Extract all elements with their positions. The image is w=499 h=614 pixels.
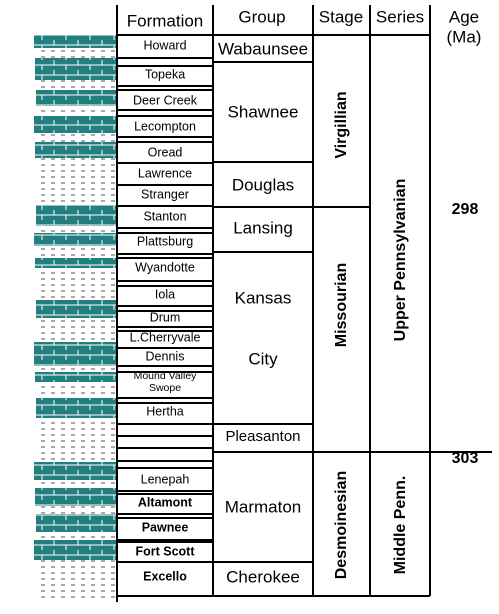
labels: Formation Group Stage Series Age(Ma) Howard To…: [127, 7, 482, 586]
formation-label: Excello: [143, 569, 187, 583]
group-label: Wabaunsee: [218, 39, 308, 58]
formation-label: Fort Scott: [135, 544, 195, 558]
limestone-bed: [34, 462, 116, 480]
formation-label: Topeka: [145, 67, 185, 81]
formation-label: L.Cherryvale: [130, 330, 201, 344]
limestone-bed: [36, 205, 116, 226]
limestone-bed: [34, 116, 116, 133]
formation-label: Plattsburg: [137, 234, 193, 248]
limestone-bed: [35, 142, 116, 158]
group-label: Marmaton: [225, 497, 302, 516]
age-label: 303: [452, 450, 479, 467]
limestone-bed: [36, 90, 116, 106]
group-label: Shawnee: [228, 102, 299, 121]
header-age: Age: [449, 7, 479, 26]
formation-label: Lenepah: [141, 472, 190, 486]
formation-label: Mound Valley: [134, 370, 198, 382]
limestone-bed: [35, 372, 116, 382]
formation-label: Altamont: [138, 495, 193, 509]
series-label: Upper Pennsylvanian: [392, 179, 409, 342]
formation-label: Swope: [149, 382, 181, 394]
stage-label: Missourian: [333, 263, 350, 347]
formation-label: Dennis: [146, 349, 185, 363]
formation-label: Wyandotte: [135, 260, 195, 274]
group-label: Douglas: [232, 175, 294, 194]
limestone-bed: [35, 58, 116, 80]
limestone-bed: [36, 300, 116, 318]
group-label: City: [248, 349, 278, 368]
limestone-bed: [35, 488, 116, 506]
header-series: Series: [376, 7, 424, 26]
formation-label: Stanton: [143, 209, 186, 223]
header-group: Group: [238, 7, 285, 26]
limestone-bed: [34, 233, 116, 246]
limestone-bed: [35, 258, 116, 268]
header-formation: Formation: [127, 11, 204, 30]
formation-label: Deer Creek: [133, 93, 198, 107]
limestone-beds: [34, 35, 116, 560]
frame: [116, 5, 492, 602]
stage-label: Virgillian: [333, 91, 350, 158]
limestone-bed: [34, 540, 116, 560]
limestone-bed: [34, 35, 116, 48]
group-label: Cherokee: [226, 567, 300, 586]
formation-label: Oread: [148, 145, 183, 159]
age-label: 298: [452, 201, 479, 218]
limestone-bed: [36, 514, 116, 532]
formation-label: Stranger: [141, 187, 189, 201]
limestone-bed: [34, 342, 116, 366]
formation-label: Drum: [150, 310, 181, 324]
header-stage: Stage: [319, 7, 363, 26]
formation-label: Lecompton: [134, 119, 196, 133]
formation-label: Pawnee: [142, 520, 189, 534]
group-label: Kansas: [235, 288, 292, 307]
group-label: Pleasanton: [225, 428, 300, 445]
formation-label: Howard: [143, 38, 186, 52]
group-label: Lansing: [233, 218, 293, 237]
formation-label: Iola: [155, 287, 175, 301]
series-label: Middle Penn.: [392, 476, 409, 575]
limestone-bed: [36, 398, 116, 418]
stage-label: Desmoinesian: [333, 471, 350, 579]
formation-label: Lawrence: [138, 166, 192, 180]
formation-label: Hertha: [146, 404, 184, 418]
header-age-unit: (Ma): [447, 27, 482, 46]
